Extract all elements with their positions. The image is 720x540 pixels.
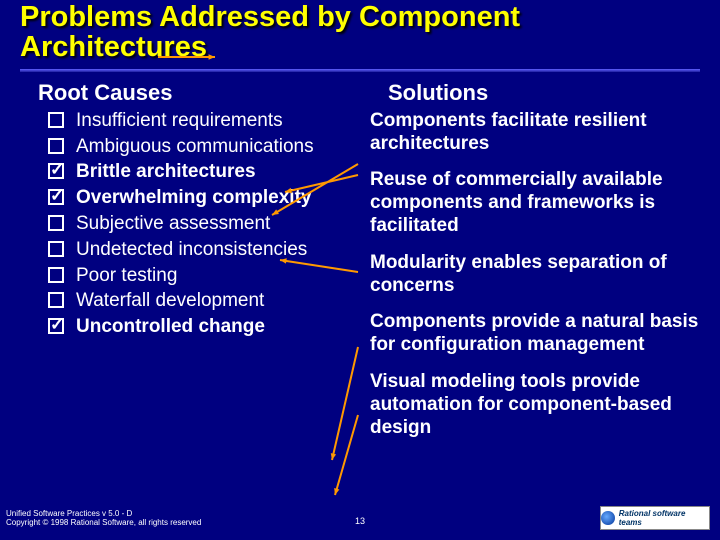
title-line-2: Architectures [20,31,207,63]
root-cause-item: Undetected inconsistencies [48,239,360,262]
checkbox-empty-icon [48,292,64,308]
root-cause-label: Insufficient requirements [76,110,283,131]
checkbox-empty-icon [48,138,64,154]
slide-title: Problems Addressed by Component Architec… [20,0,700,63]
logo-globe-icon [601,511,615,525]
checkbox-checked-icon [48,163,64,179]
right-column: Solutions Components facilitate resilien… [370,80,700,454]
title-line-1: Problems Addressed by Component [20,1,520,33]
root-cause-item: Uncontrolled change [48,316,360,339]
root-cause-item: Subjective assessment [48,213,360,236]
solution-item: Reuse of commercially available componen… [370,169,700,237]
columns: Root Causes Insufficient requirements Amb… [20,80,700,454]
root-cause-label: Overwhelming complexity [76,187,311,208]
solutions-list: Components facilitate resilient architec… [370,110,700,440]
page-number: 13 [355,516,365,526]
root-cause-label: Subjective assessment [76,213,270,234]
root-cause-item: Insufficient requirements [48,110,360,133]
checkbox-checked-icon [48,318,64,334]
solution-item: Components provide a natural basis for c… [370,311,700,357]
checkbox-empty-icon [48,241,64,257]
right-header: Solutions [370,80,700,106]
checkbox-checked-icon [48,189,64,205]
checkbox-empty-icon [48,215,64,231]
root-cause-item: Ambiguous communications [48,136,360,159]
root-cause-item: Waterfall development [48,290,360,313]
left-header: Root Causes [20,80,360,106]
root-cause-label: Ambiguous communications [76,136,314,157]
root-causes-list: Insufficient requirements Ambiguous commu… [20,110,360,339]
root-cause-label: Waterfall development [76,290,264,311]
solution-item: Components facilitate resilient architec… [370,110,700,156]
left-column: Root Causes Insufficient requirements Amb… [20,80,360,454]
solution-item: Modularity enables separation of concern… [370,252,700,298]
root-cause-item: Poor testing [48,265,360,288]
footer-text: Unified Software Practices v 5.0 - D Cop… [6,509,201,528]
root-cause-item: Overwhelming complexity [48,187,360,210]
footer-line-1: Unified Software Practices v 5.0 - D [6,509,201,519]
logo-text: Rational software teams [619,509,709,527]
title-underline [20,69,700,72]
slide: Problems Addressed by Component Architec… [0,0,720,540]
root-cause-label: Brittle architectures [76,161,256,182]
checkbox-empty-icon [48,267,64,283]
root-cause-label: Uncontrolled change [76,316,265,337]
footer-line-2: Copyright © 1998 Rational Software, all … [6,518,201,528]
solution-item: Visual modeling tools provide automation… [370,371,700,439]
rational-logo: Rational software teams [600,506,710,530]
root-cause-label: Undetected inconsistencies [76,239,307,260]
root-cause-label: Poor testing [76,265,177,286]
root-cause-item: Brittle architectures [48,161,360,184]
checkbox-empty-icon [48,112,64,128]
